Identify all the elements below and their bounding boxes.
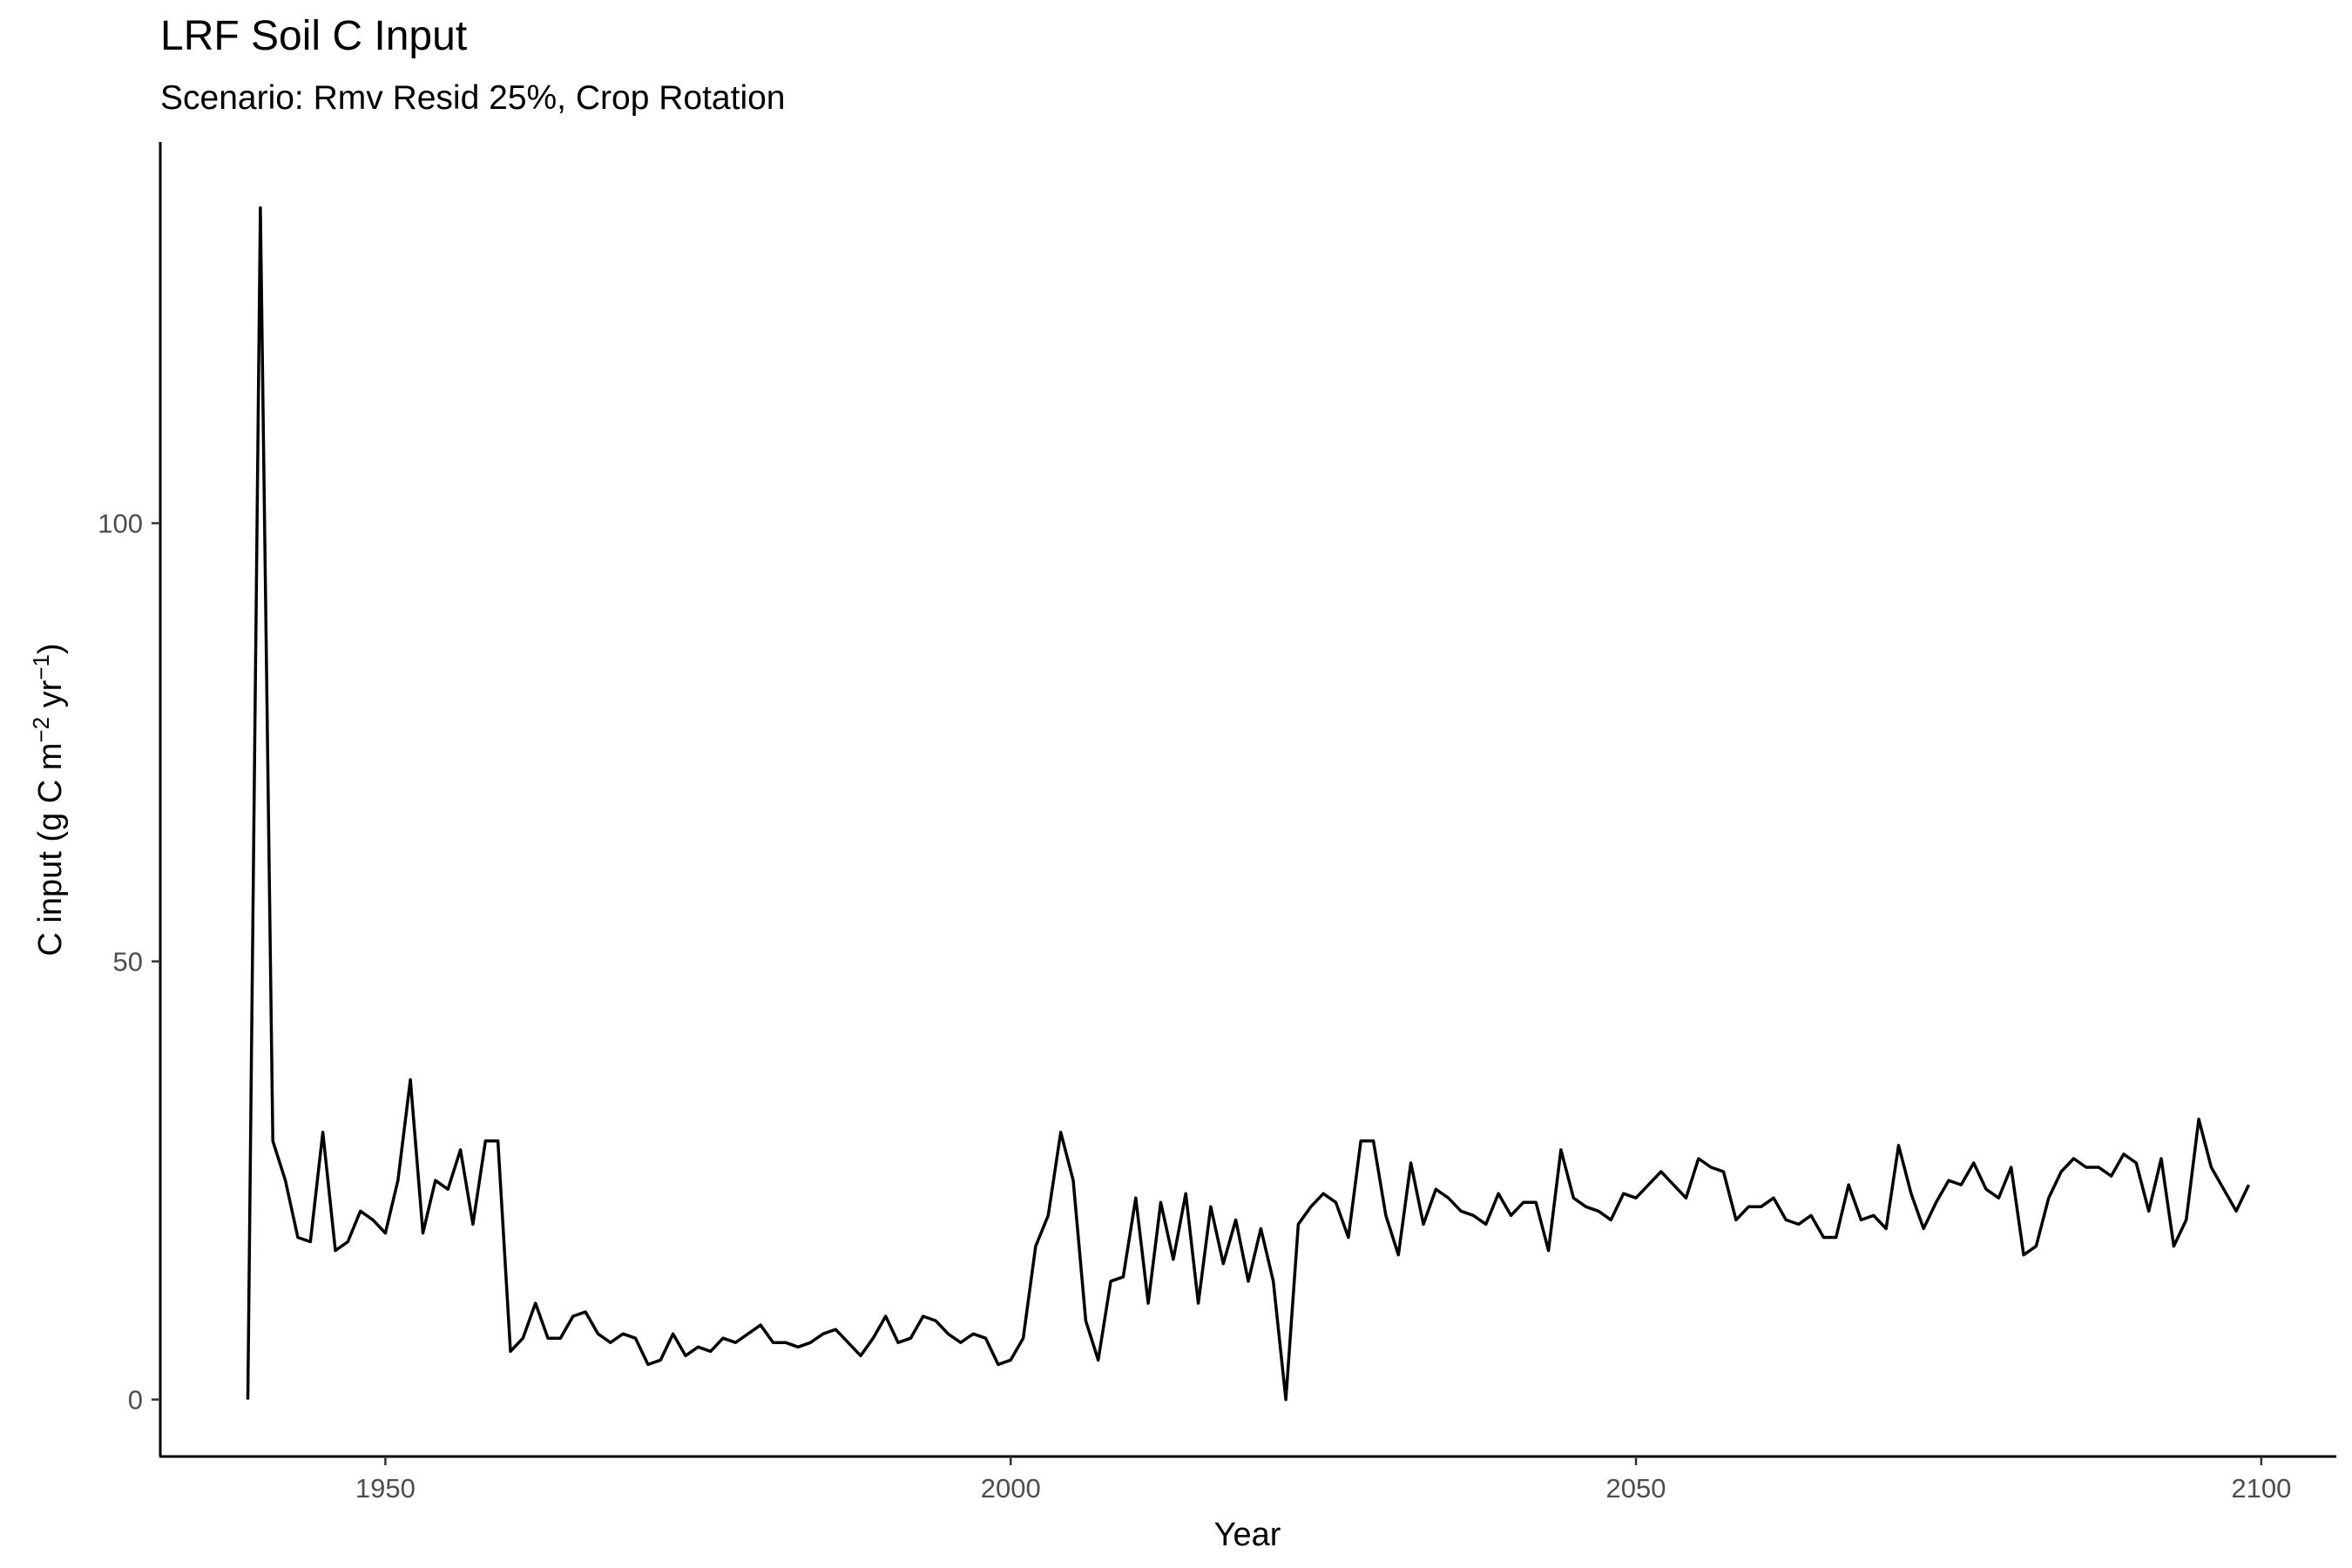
y-tick-label: 0 (128, 1385, 143, 1416)
x-tick-label: 1950 (355, 1473, 416, 1504)
x-tick-label: 2050 (1606, 1473, 1666, 1504)
y-tick-label: 100 (98, 509, 143, 539)
series-line (246, 206, 2251, 1402)
ticks: 1950 2000 2050 2100 0 50 100 (98, 509, 2291, 1504)
x-tick-label: 2100 (2231, 1473, 2291, 1504)
axes (159, 142, 2336, 1458)
x-axis-title: Year (1214, 1517, 1281, 1553)
series (246, 206, 2251, 1402)
y-tick-label: 50 (113, 947, 143, 977)
chart-subtitle: Scenario: Rmv Resid 25%, Crop Rotation (160, 79, 786, 117)
chart-title: LRF Soil C Input (160, 13, 468, 59)
y-axis-title: C input (g C m−2 yr−1) (28, 643, 69, 956)
x-tick-label: 2000 (981, 1473, 1041, 1504)
